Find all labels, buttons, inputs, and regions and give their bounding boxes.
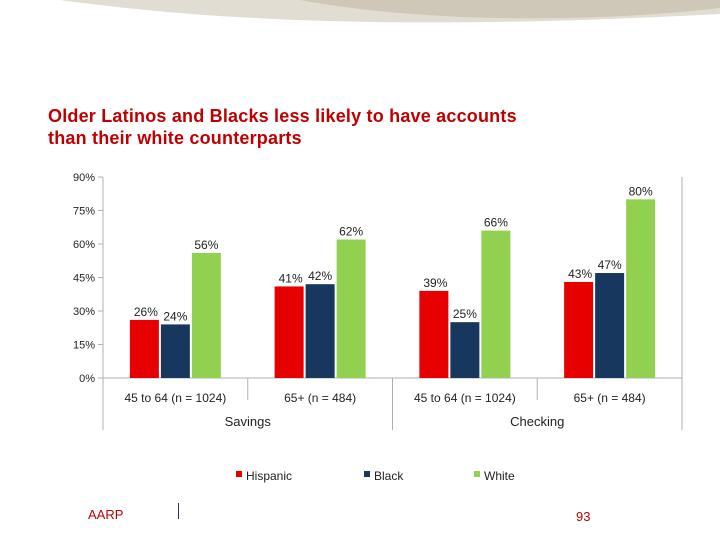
group-label: Checking xyxy=(510,414,564,429)
bar-white xyxy=(336,239,366,378)
y-tick-label: 45% xyxy=(73,273,95,285)
legend-label-white: White xyxy=(484,469,515,483)
bar-black xyxy=(595,273,625,378)
bar-white xyxy=(191,252,221,378)
bar-black xyxy=(450,322,480,378)
data-label: 56% xyxy=(194,238,218,252)
legend-swatch-black xyxy=(364,471,370,477)
footer-divider xyxy=(178,503,179,519)
legend-swatch-white xyxy=(474,471,480,477)
data-label: 42% xyxy=(308,269,332,283)
x-tick-label: 65+ (n = 484) xyxy=(284,391,356,405)
y-tick-label: 90% xyxy=(73,172,95,184)
data-label: 66% xyxy=(484,216,508,230)
bar-hispanic xyxy=(274,286,304,378)
legend-label-black: Black xyxy=(374,469,404,483)
y-tick-label: 15% xyxy=(73,340,95,352)
data-label: 62% xyxy=(339,225,363,239)
bar-hispanic xyxy=(129,319,159,378)
x-tick-label: 45 to 64 (n = 1024) xyxy=(414,391,516,405)
footer-brand: AARP xyxy=(88,507,124,522)
decorative-swoosh xyxy=(60,0,720,23)
x-tick-label: 45 to 64 (n = 1024) xyxy=(125,391,227,405)
y-tick-label: 60% xyxy=(73,239,95,251)
slide-title-line-2: than their white counterparts xyxy=(48,128,302,148)
data-label: 39% xyxy=(423,276,447,290)
legend-label-hispanic: Hispanic xyxy=(246,469,292,483)
bar-white xyxy=(481,230,511,378)
data-label: 25% xyxy=(453,307,477,321)
group-label: Savings xyxy=(225,414,272,429)
x-tick-label: 65+ (n = 484) xyxy=(574,391,646,405)
data-label: 24% xyxy=(163,309,187,323)
data-label: 80% xyxy=(629,184,653,198)
bar-white xyxy=(626,199,656,378)
data-label: 47% xyxy=(598,258,622,272)
y-tick-label: 75% xyxy=(73,206,95,218)
y-tick-label: 30% xyxy=(73,306,95,318)
y-tick-label: 0% xyxy=(79,373,95,385)
data-label: 26% xyxy=(134,305,158,319)
bar-black xyxy=(160,324,190,378)
bar-hispanic xyxy=(564,281,594,378)
slide-title: Older Latinos and Blacks less likely to … xyxy=(48,105,688,149)
legend-swatch-hispanic xyxy=(236,471,242,477)
data-label: 41% xyxy=(279,271,303,285)
bar-black xyxy=(305,284,335,378)
page-number: 93 xyxy=(576,509,591,524)
slide-title-line-1: Older Latinos and Blacks less likely to … xyxy=(48,106,517,126)
bar-hispanic xyxy=(419,290,449,378)
data-label: 43% xyxy=(568,267,592,281)
